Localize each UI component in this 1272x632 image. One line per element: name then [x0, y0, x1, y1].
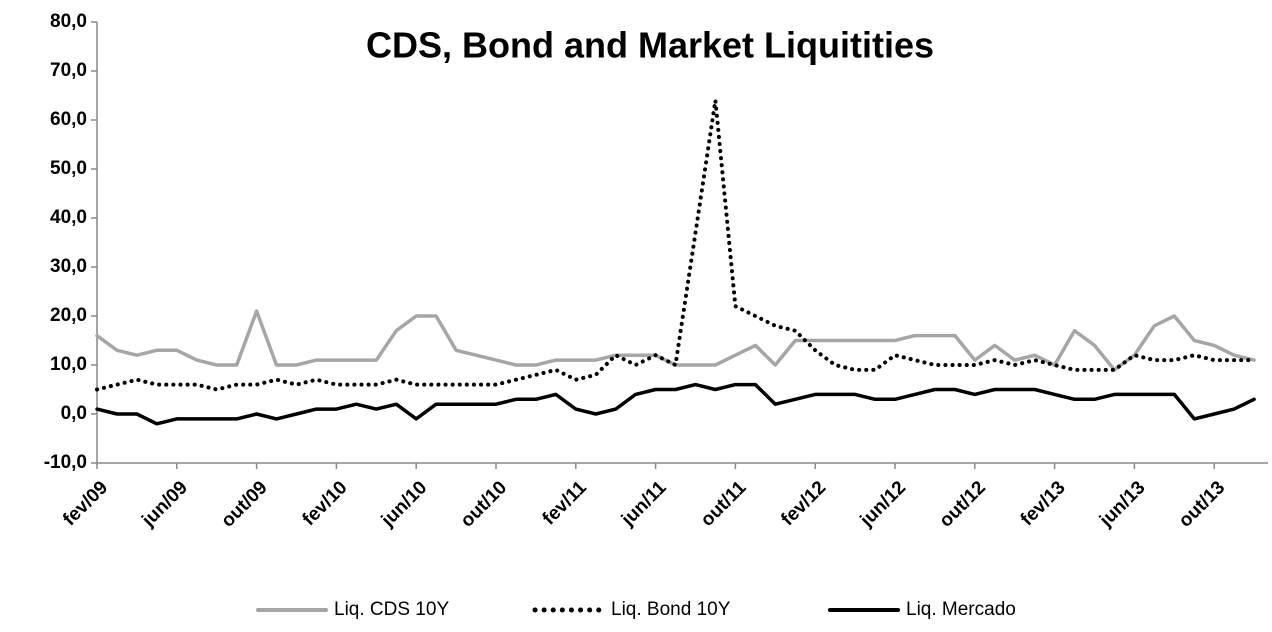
series-line [95, 98, 1257, 392]
x-tick-label: fev/09 [59, 477, 112, 530]
legend-label: Liq. Bond 10Y [611, 599, 731, 620]
x-tick-label: out/13 [1175, 477, 1229, 531]
series-line [95, 382, 1256, 426]
y-tick-label: 70,0 [50, 60, 87, 81]
x-tick-label: out/09 [217, 477, 271, 531]
x-tick-label: out/11 [697, 477, 751, 531]
legend-label: Liq. CDS 10Y [334, 599, 449, 620]
y-tick-label: 80,0 [50, 11, 87, 32]
x-tick-label: fev/10 [299, 477, 352, 530]
y-tick-label: 40,0 [50, 207, 87, 228]
x-tick-label: out/10 [457, 477, 511, 531]
y-tick-label: 10,0 [50, 354, 87, 375]
y-tick-label: 30,0 [50, 256, 87, 277]
y-tick-label: -10,0 [44, 452, 87, 473]
x-tick-label: jun/12 [856, 477, 910, 531]
series-line [95, 309, 1256, 372]
x-tick-label: jun/10 [377, 477, 431, 531]
x-tick-label: fev/12 [777, 477, 830, 530]
y-tick-label: 0,0 [61, 403, 87, 424]
x-tick-label: jun/13 [1095, 477, 1149, 531]
chart-title: CDS, Bond and Market Liquitities [366, 25, 934, 66]
y-tick-label: 20,0 [50, 305, 87, 326]
y-tick-label: 50,0 [50, 158, 87, 179]
x-tick-label: fev/13 [1017, 477, 1070, 530]
x-tick-label: out/12 [935, 477, 989, 531]
legend-label: Liq. Mercado [906, 599, 1016, 620]
x-tick-label: fev/11 [539, 477, 592, 530]
x-tick-label: jun/09 [138, 477, 192, 531]
y-tick-label: 60,0 [50, 109, 87, 130]
x-tick-label: jun/11 [617, 477, 671, 531]
